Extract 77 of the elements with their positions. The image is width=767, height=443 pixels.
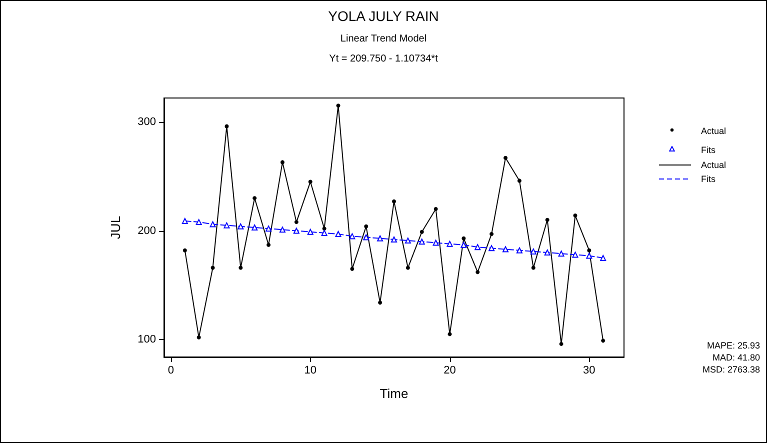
point: [530, 248, 536, 254]
point: [601, 338, 606, 343]
point: [293, 228, 300, 234]
point: [406, 266, 410, 270]
point: [266, 226, 272, 232]
point: [196, 335, 201, 340]
point: [586, 252, 592, 259]
point: [294, 220, 298, 224]
point: [196, 219, 202, 226]
point: [210, 266, 215, 270]
point: [280, 160, 284, 164]
point: [308, 180, 312, 184]
point: [420, 230, 424, 234]
point: [573, 214, 578, 218]
point: [531, 266, 536, 270]
y-tick-label: 100: [138, 334, 156, 346]
point: [474, 244, 481, 250]
point: [460, 242, 467, 248]
point: [572, 252, 578, 258]
text: Actual: [701, 126, 726, 136]
point: [516, 247, 522, 254]
text: Fits: [701, 145, 716, 155]
text: MAD: 41.80: [712, 352, 760, 362]
legend-label: Fits: [701, 174, 716, 184]
point: [364, 224, 368, 228]
x-tick-label: 0: [168, 364, 174, 376]
x-tick-label: 10: [304, 364, 316, 376]
point: [587, 248, 592, 252]
point: [404, 238, 411, 244]
point: [600, 254, 606, 261]
text: MAPE: 25.93: [706, 340, 760, 350]
y-axis-title: JUL: [108, 216, 123, 240]
point: [238, 266, 243, 270]
point: [558, 250, 564, 257]
point: [279, 226, 286, 233]
point: [462, 236, 466, 240]
text: MSD: 2763.38: [702, 364, 760, 374]
chart-title: YOLA JULY RAIN: [328, 8, 439, 24]
point: [504, 156, 508, 160]
point: [350, 266, 354, 271]
point: [418, 238, 425, 245]
point: [321, 230, 328, 236]
point: [559, 342, 564, 346]
point: [517, 178, 522, 183]
point: [545, 218, 550, 222]
y-tick-label: 200: [138, 224, 156, 237]
point: [224, 124, 229, 128]
point: [182, 218, 188, 224]
point: [490, 232, 494, 236]
point: [336, 104, 340, 108]
point: [252, 196, 257, 200]
x-axis-title: Time: [380, 386, 408, 401]
point: [378, 300, 382, 305]
point: [238, 223, 244, 230]
point: [448, 332, 452, 336]
point: [307, 228, 314, 235]
legend-label: Actual: [701, 160, 726, 170]
point: [182, 248, 187, 252]
point: [266, 242, 271, 247]
point: [432, 240, 439, 246]
point: [363, 234, 370, 240]
x-tick-label: 30: [583, 364, 596, 376]
y-tick-label: 300: [138, 116, 156, 128]
x-tick-label: 20: [444, 364, 456, 376]
point: [391, 236, 397, 242]
point: [224, 222, 230, 228]
point: [322, 226, 326, 231]
point: [377, 235, 384, 242]
point: [476, 270, 480, 274]
point: [446, 240, 453, 247]
point: [502, 246, 509, 252]
chart-subtitle: Linear Trend Model Yt = 209.750 - 1.10734*t: [329, 34, 438, 64]
point: [434, 207, 438, 211]
point: [349, 233, 356, 240]
point: [392, 199, 396, 204]
point: [210, 221, 216, 228]
point: [488, 245, 495, 252]
